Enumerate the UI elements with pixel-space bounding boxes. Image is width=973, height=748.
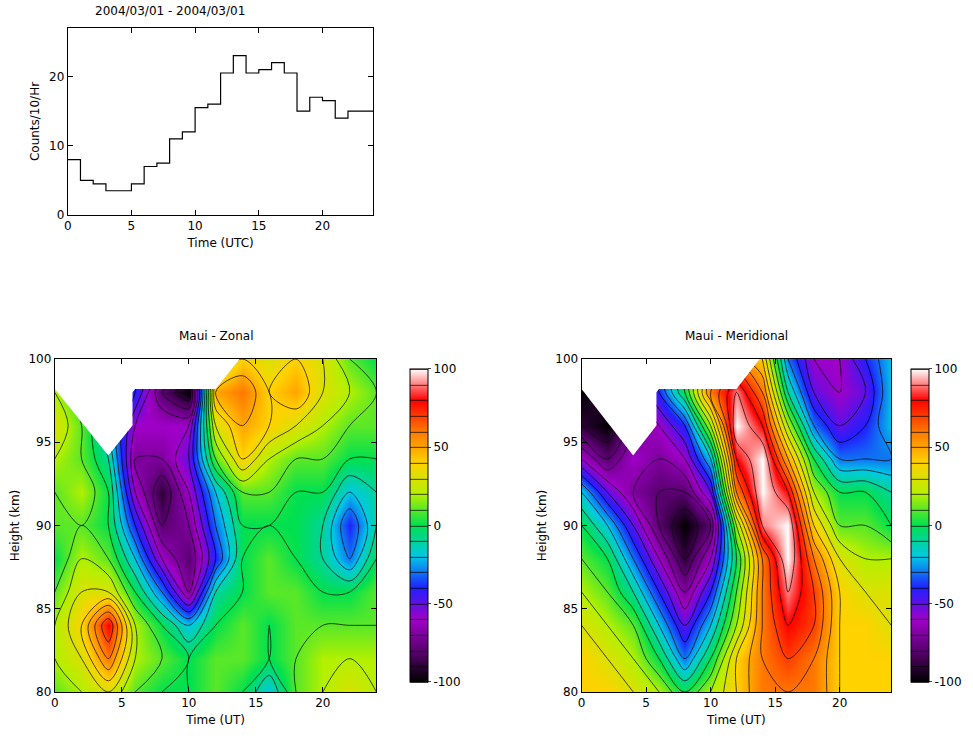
svg-text:0: 0 [57, 208, 65, 222]
svg-text:5: 5 [128, 219, 136, 233]
svg-text:Time (UT): Time (UT) [185, 713, 245, 727]
svg-text:95: 95 [563, 435, 578, 449]
svg-text:85: 85 [563, 602, 578, 616]
svg-text:5: 5 [118, 696, 126, 710]
svg-text:0: 0 [578, 696, 586, 710]
svg-text:10: 10 [181, 696, 196, 710]
svg-text:Height (km): Height (km) [8, 490, 22, 561]
svg-text:Counts/10/Hr: Counts/10/Hr [28, 82, 42, 161]
svg-text:15: 15 [768, 696, 783, 710]
svg-text:50: 50 [934, 440, 949, 454]
svg-text:Time (UTC): Time (UTC) [186, 236, 253, 250]
svg-text:20: 20 [315, 696, 330, 710]
svg-text:100: 100 [555, 352, 578, 366]
svg-text:Time (UT): Time (UT) [706, 713, 766, 727]
svg-text:5: 5 [642, 696, 650, 710]
svg-text:80: 80 [563, 685, 578, 699]
svg-text:90: 90 [563, 519, 578, 533]
svg-text:50: 50 [433, 440, 448, 454]
svg-text:0: 0 [64, 219, 72, 233]
svg-text:15: 15 [251, 219, 266, 233]
svg-text:10: 10 [187, 219, 202, 233]
svg-text:15: 15 [248, 696, 263, 710]
svg-text:2004/03/01 - 2004/03/01: 2004/03/01 - 2004/03/01 [95, 4, 245, 18]
svg-text:Height (km): Height (km) [535, 490, 549, 561]
svg-text:-100: -100 [433, 675, 460, 689]
svg-text:100: 100 [433, 362, 456, 376]
svg-text:10: 10 [703, 696, 718, 710]
svg-text:20: 20 [315, 219, 330, 233]
svg-text:Maui - Meridional: Maui - Meridional [685, 329, 788, 343]
svg-text:0: 0 [433, 519, 441, 533]
svg-text:-50: -50 [934, 597, 954, 611]
svg-text:95: 95 [36, 435, 51, 449]
svg-text:80: 80 [36, 685, 51, 699]
svg-text:100: 100 [28, 352, 51, 366]
svg-text:20: 20 [832, 696, 847, 710]
svg-text:20: 20 [49, 70, 64, 84]
svg-text:-100: -100 [934, 675, 961, 689]
svg-text:10: 10 [49, 139, 64, 153]
svg-text:85: 85 [36, 602, 51, 616]
svg-text:100: 100 [934, 362, 957, 376]
svg-text:0: 0 [51, 696, 59, 710]
svg-text:90: 90 [36, 519, 51, 533]
svg-text:-50: -50 [433, 597, 453, 611]
svg-text:0: 0 [934, 519, 942, 533]
svg-text:Maui - Zonal: Maui - Zonal [179, 329, 253, 343]
